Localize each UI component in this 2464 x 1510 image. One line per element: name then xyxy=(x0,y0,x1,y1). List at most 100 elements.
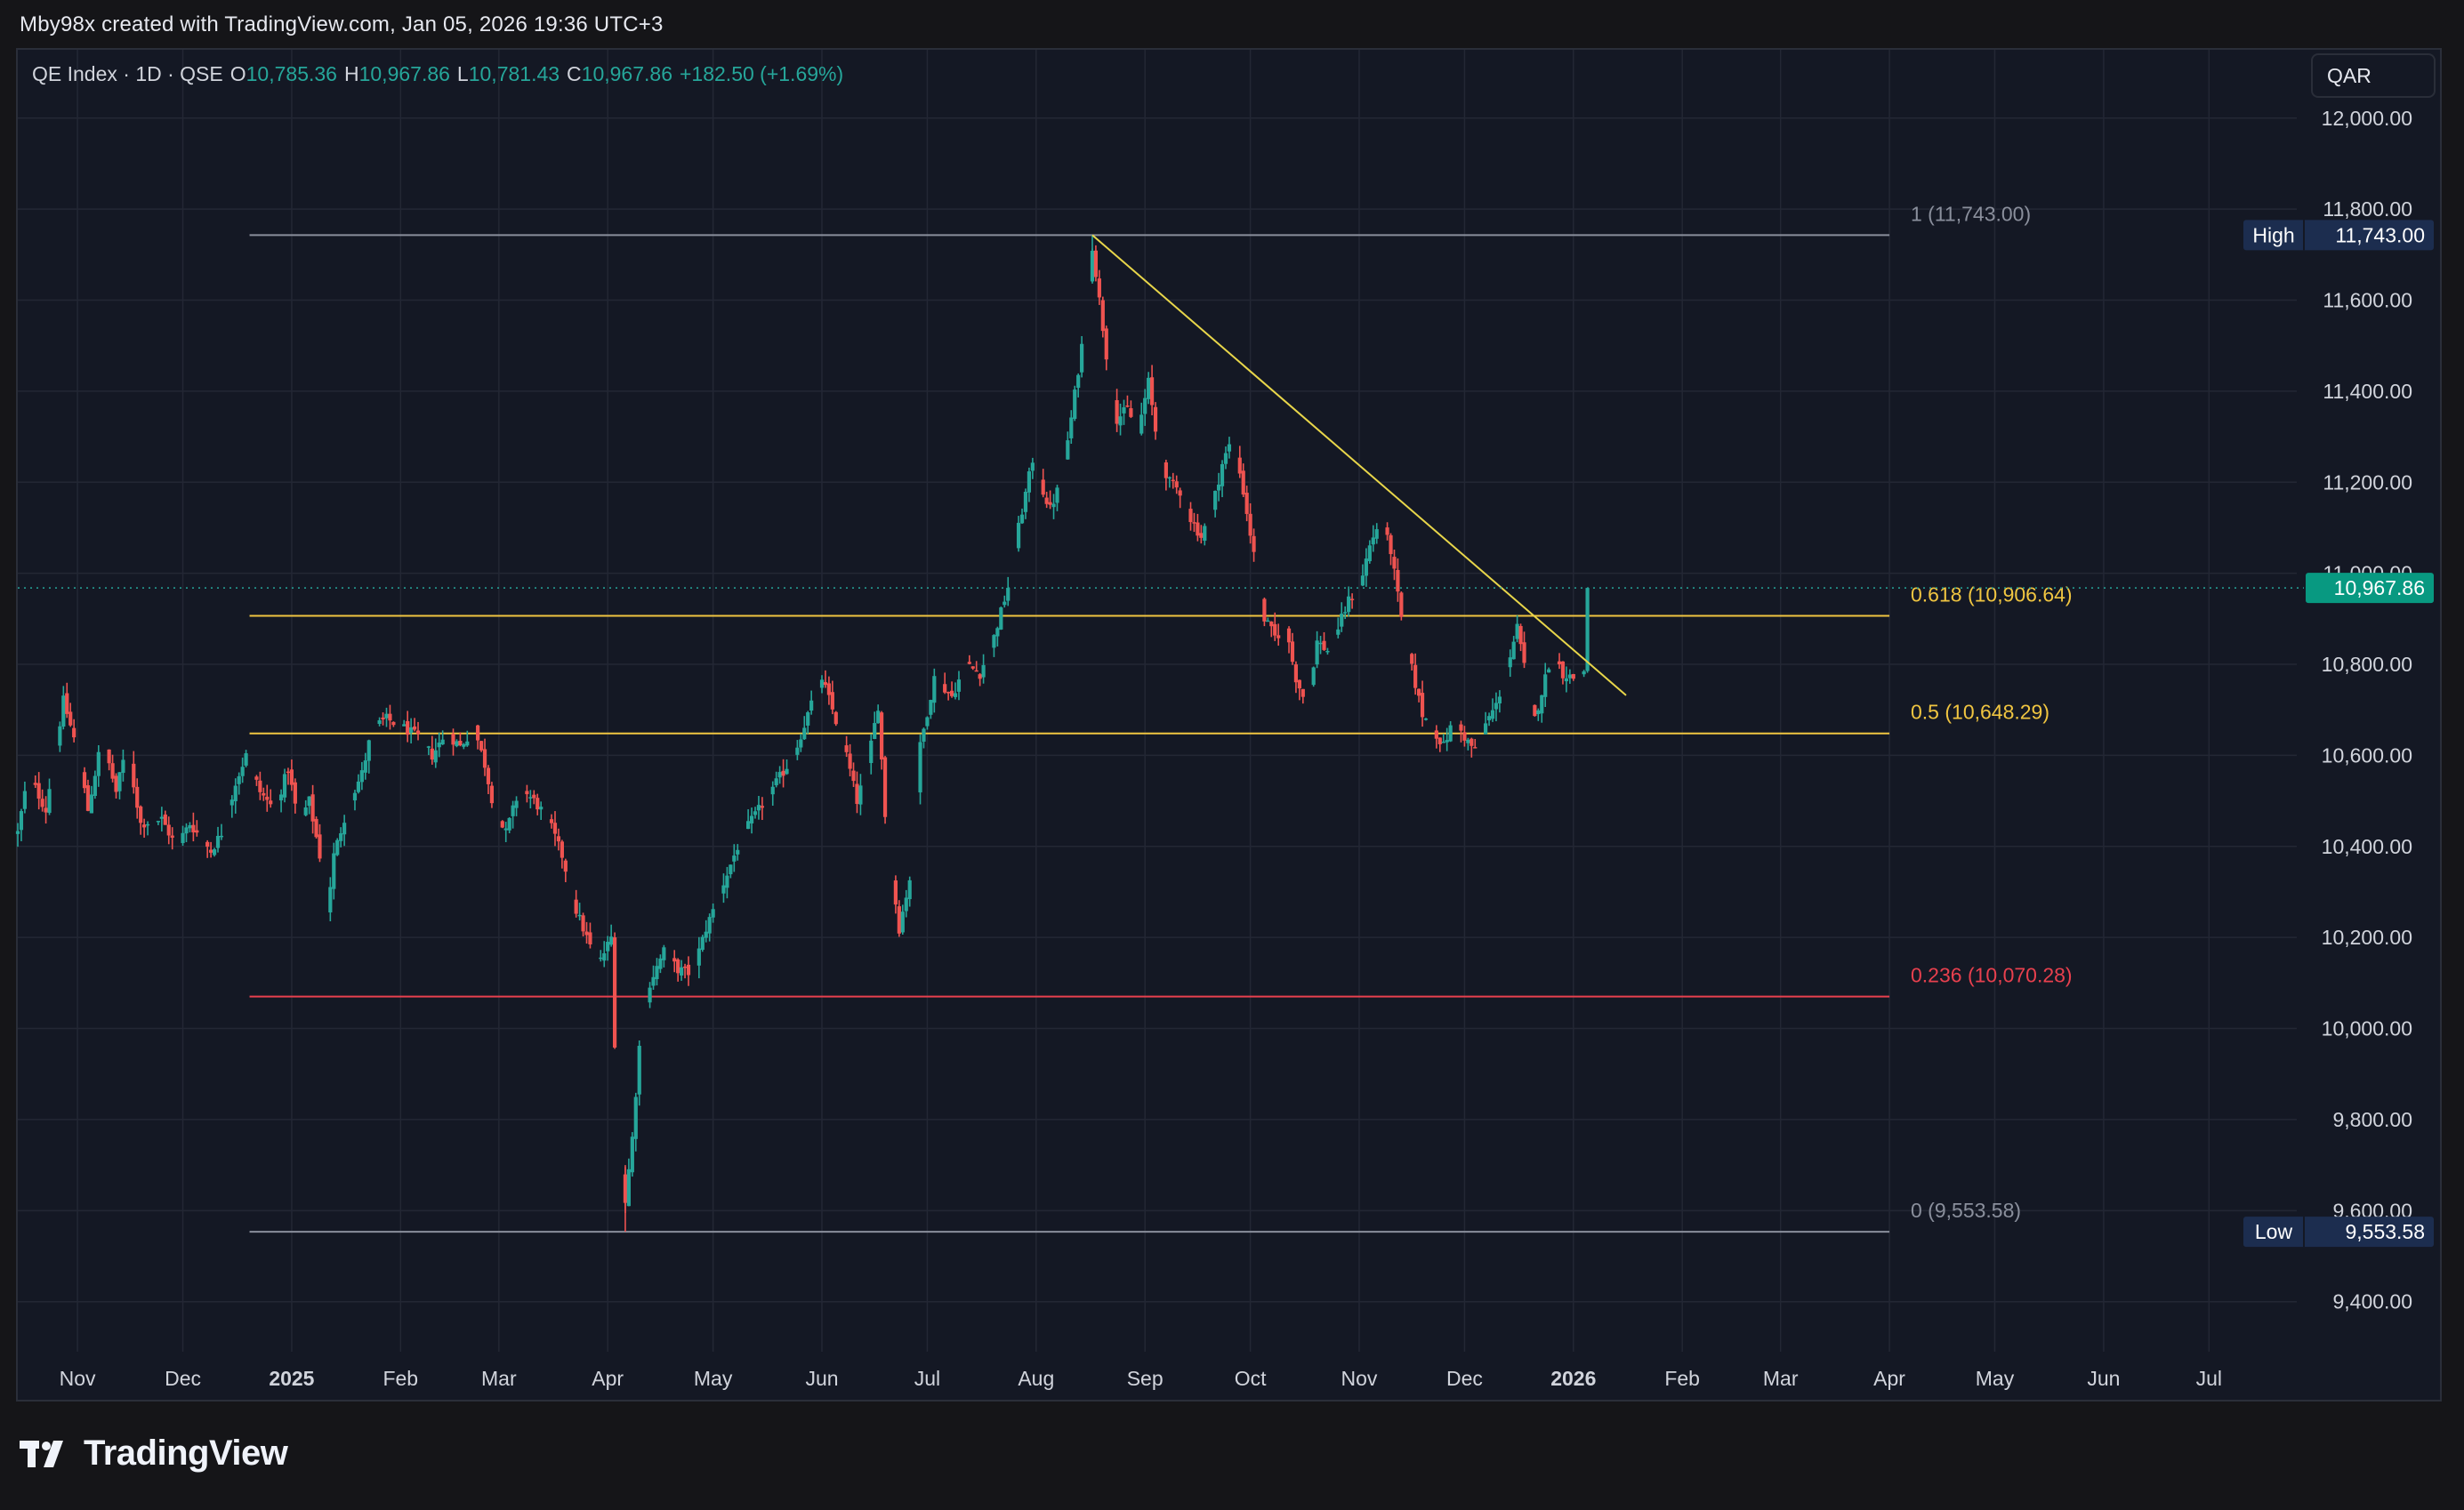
x-tick-label: Jun xyxy=(805,1367,838,1390)
candle-body xyxy=(679,967,684,976)
candle-body xyxy=(215,835,221,848)
x-tick-label: Jul xyxy=(914,1367,940,1390)
candle-body xyxy=(1293,664,1299,683)
candle-body xyxy=(1192,522,1196,524)
candle-body xyxy=(563,860,568,872)
candle-body xyxy=(897,906,901,934)
candle-body xyxy=(1567,674,1572,679)
candle-body xyxy=(451,734,455,745)
candle-body xyxy=(58,726,62,746)
candle-body xyxy=(981,664,986,678)
candle-body xyxy=(1490,710,1495,719)
candle-body xyxy=(599,957,603,960)
fib-level-label: 0.236 (10,070.28) xyxy=(1911,964,2073,987)
candle-body xyxy=(932,676,937,703)
candle-body xyxy=(339,833,343,841)
candle-body xyxy=(552,823,558,834)
currency-selector[interactable]: QAR xyxy=(2311,53,2436,98)
candle-body xyxy=(114,775,118,792)
tradingview-logo[interactable]: TradingView xyxy=(20,1434,288,1474)
candle-body xyxy=(1115,400,1119,424)
candle-body xyxy=(1273,623,1277,636)
candle-body xyxy=(188,824,192,829)
candle-body xyxy=(409,727,414,734)
candle-body xyxy=(458,740,463,746)
candle-body xyxy=(1392,557,1397,569)
symbol-label[interactable]: QE Index · 1D · QSE xyxy=(32,62,223,85)
x-tick-label: 2026 xyxy=(1550,1367,1596,1390)
candle-body xyxy=(47,789,52,814)
candle-body xyxy=(760,806,764,808)
candle-body xyxy=(953,693,958,697)
candle-body xyxy=(33,783,37,785)
candle-body xyxy=(907,879,912,900)
x-tick-label: Feb xyxy=(382,1367,418,1390)
candle-body xyxy=(700,936,705,951)
candle-body xyxy=(893,880,898,905)
candle-body xyxy=(978,674,982,679)
candle-body xyxy=(606,942,610,952)
last-candle-body xyxy=(1585,588,1590,671)
candle-body xyxy=(1188,509,1193,523)
change-value: +182.50 (+1.69%) xyxy=(680,62,844,85)
candle-body xyxy=(844,745,849,752)
candle-body xyxy=(970,666,975,669)
candle-body xyxy=(711,909,715,918)
candle-body xyxy=(500,821,504,828)
candle-body xyxy=(725,875,729,888)
candle-body xyxy=(233,785,238,801)
candle-body xyxy=(756,805,761,811)
candle-body xyxy=(626,1169,631,1207)
candle-body xyxy=(556,836,561,842)
y-tick-label: 11,400.00 xyxy=(2323,380,2412,403)
candle-body xyxy=(61,695,66,727)
candle-body xyxy=(240,767,245,776)
fib-level-label: 0.5 (10,648.29) xyxy=(1911,701,2049,724)
candle-body xyxy=(1360,575,1365,586)
candle-body xyxy=(507,817,511,831)
candle-body xyxy=(363,760,367,773)
candle-body xyxy=(648,987,652,1003)
candle-body xyxy=(310,794,315,822)
candle-body xyxy=(293,782,297,804)
candle-body xyxy=(303,807,308,815)
candle-body xyxy=(514,800,519,808)
candle-body xyxy=(1252,535,1256,552)
candle-body xyxy=(1540,695,1544,714)
candle-body xyxy=(1100,300,1105,332)
candle-body xyxy=(826,683,831,695)
candle-body xyxy=(359,770,364,783)
candle-body xyxy=(1216,484,1221,491)
candle-body xyxy=(1522,642,1526,663)
candle-body xyxy=(1093,250,1099,277)
candle-body xyxy=(135,786,140,808)
y-tick-label: 10,800.00 xyxy=(2322,653,2412,676)
candle-body xyxy=(1466,739,1470,743)
chart-panel[interactable] xyxy=(16,48,2442,1402)
x-tick-label: Feb xyxy=(1664,1367,1700,1390)
candle-body xyxy=(1297,679,1301,689)
high-label: H xyxy=(343,62,359,85)
candle-body xyxy=(282,774,287,798)
candle-body xyxy=(802,727,807,740)
candle-body xyxy=(1416,688,1421,696)
candle-body xyxy=(1266,620,1270,622)
candle-body xyxy=(209,849,213,853)
candle-body xyxy=(356,781,361,792)
candle-body xyxy=(1547,669,1551,673)
candle-body xyxy=(848,753,852,769)
candle-body xyxy=(489,785,495,804)
candle-body xyxy=(1044,497,1049,504)
candle-body xyxy=(707,917,712,934)
open-value: 10,785.36 xyxy=(246,62,337,85)
fib-level-label: 0.618 (10,906.64) xyxy=(1911,582,2073,606)
candle-body xyxy=(1006,587,1011,601)
candle-body xyxy=(1484,723,1488,735)
candle-body xyxy=(1315,640,1319,665)
candle-body xyxy=(686,964,691,976)
x-tick-label: Dec xyxy=(165,1367,201,1390)
candle-body xyxy=(574,899,578,914)
y-tick-label: 9,400.00 xyxy=(2332,1290,2412,1313)
ohlc-legend: QE Index · 1D · QSE O10,785.36 H10,967.86 L… xyxy=(32,62,843,86)
